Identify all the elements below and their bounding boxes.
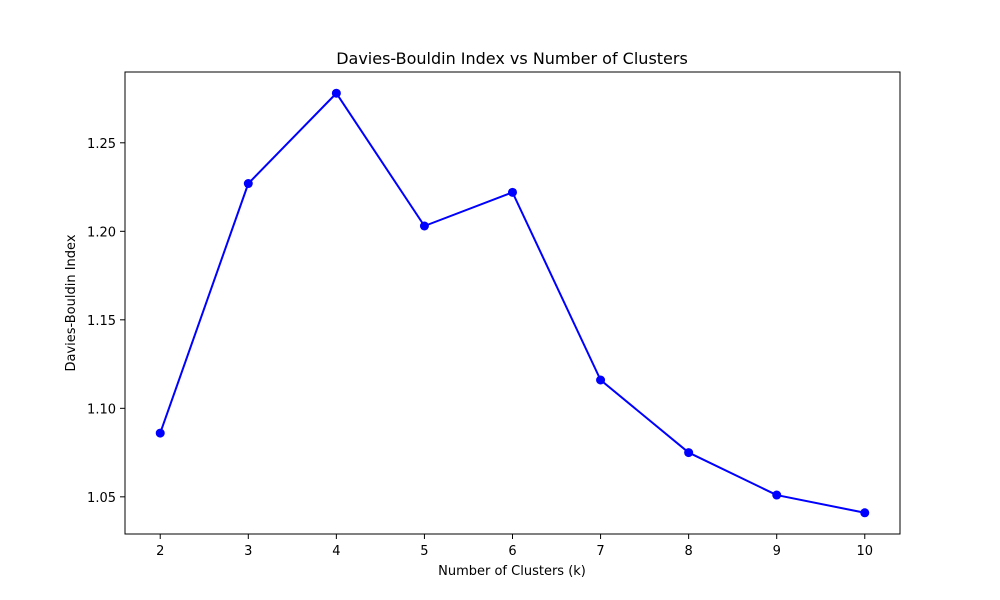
data-point-marker (331, 88, 341, 98)
series-layer (155, 88, 870, 518)
x-tick-label: 2 (156, 544, 164, 559)
x-tick-label: 5 (420, 544, 428, 559)
x-tick-label: 4 (332, 544, 340, 559)
y-tick-label: 1.20 (87, 225, 116, 240)
y-tick-label: 1.15 (87, 314, 116, 329)
x-tick-label: 9 (773, 544, 781, 559)
x-axis-ticks: 2 3 4 5 6 7 8 9 10 (156, 534, 873, 559)
y-tick-label: 1.25 (87, 137, 116, 152)
data-point-marker (772, 490, 782, 500)
x-axis-label: Number of Clusters (k) (438, 564, 586, 579)
x-tick-label: 10 (856, 544, 873, 559)
x-tick-label: 8 (684, 544, 692, 559)
y-axis-ticks: 1.05 1.10 1.15 1.20 1.25 (87, 137, 125, 506)
data-point-marker (596, 375, 606, 385)
x-tick-label: 6 (508, 544, 516, 559)
data-point-marker (860, 508, 870, 518)
data-point-marker (155, 428, 165, 438)
x-tick-label: 7 (596, 544, 604, 559)
y-tick-label: 1.05 (87, 491, 116, 506)
data-point-marker (419, 221, 429, 231)
y-tick-label: 1.10 (87, 402, 116, 417)
y-axis-label: Davies-Bouldin Index (64, 234, 79, 371)
data-point-marker (684, 448, 694, 458)
data-point-marker (243, 179, 253, 189)
chart-title: Davies-Bouldin Index vs Number of Cluste… (336, 49, 688, 68)
x-tick-label: 3 (244, 544, 252, 559)
data-point-marker (508, 187, 517, 197)
plot-area-frame (124, 71, 901, 535)
series-line (159, 92, 865, 514)
